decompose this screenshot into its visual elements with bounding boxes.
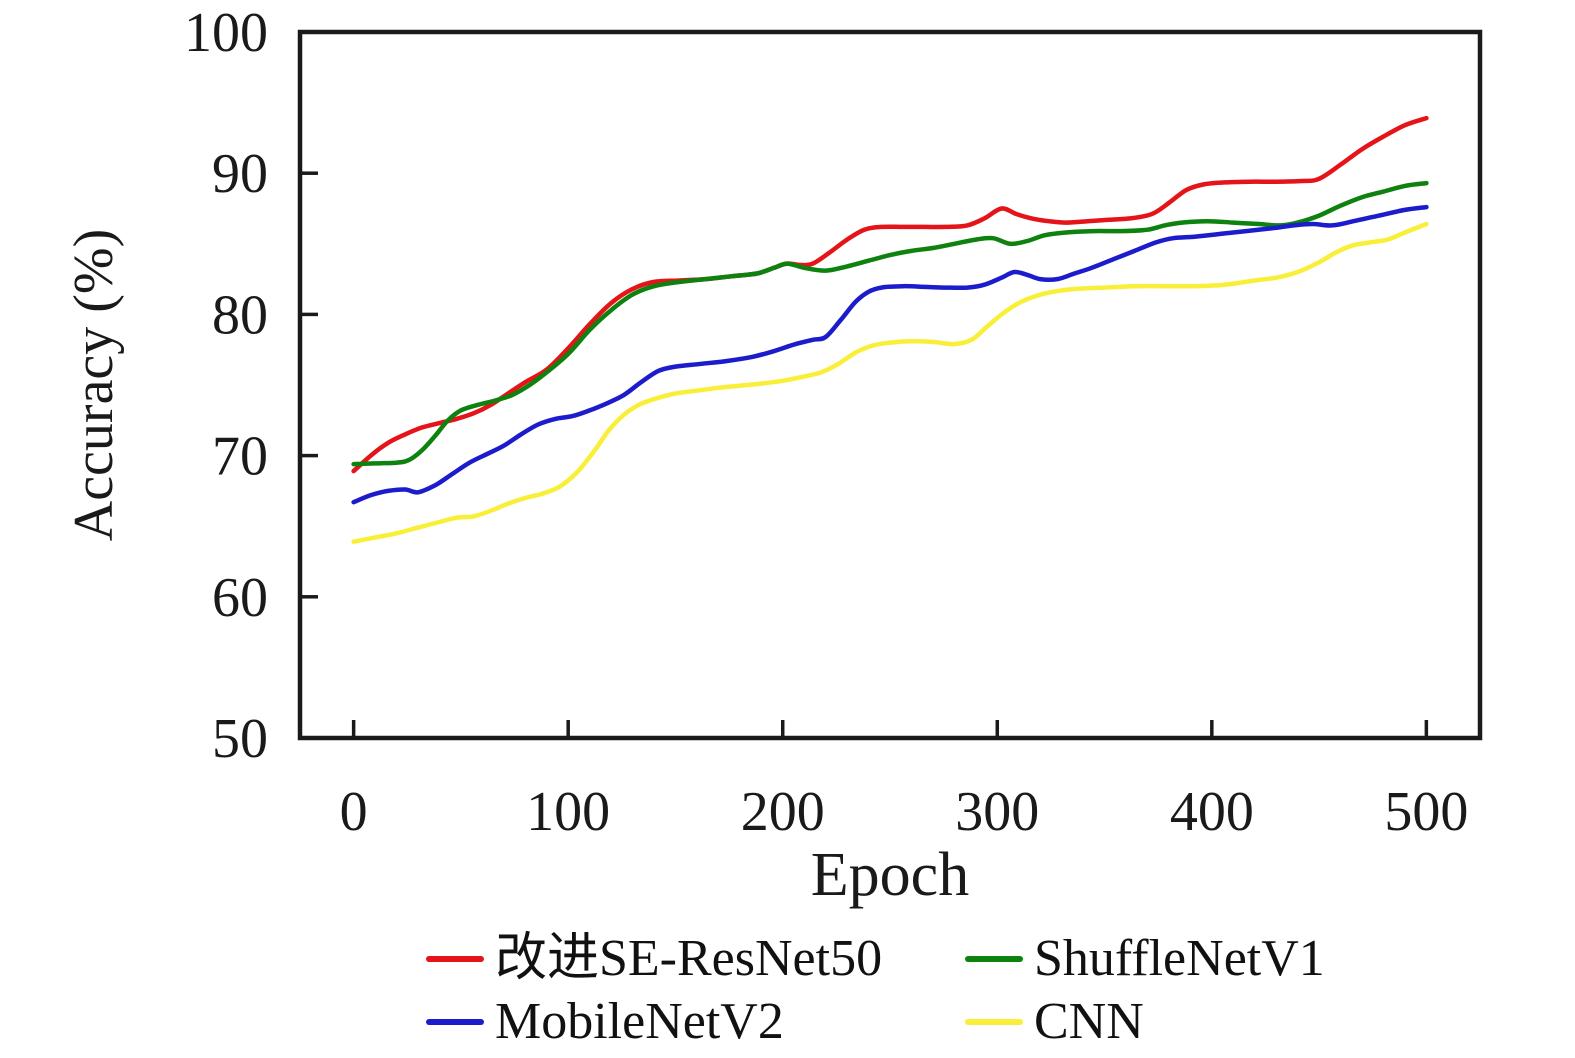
series-line-3: [351, 221, 1429, 544]
series-line-1: [351, 180, 1429, 467]
x-tick-label: 300: [955, 781, 1039, 843]
y-tick-label: 80: [212, 284, 268, 346]
legend-label: 改进SE-ResNet50: [495, 930, 883, 987]
legend-swatch-green-line: [965, 956, 1023, 962]
legend-label: MobileNetV2: [495, 993, 784, 1050]
legend-swatch-blue-line: [426, 1019, 484, 1025]
legend-label: ShuffleNetV1: [1034, 930, 1325, 987]
series-line-0: [351, 115, 1429, 474]
y-tick-label: 100: [184, 2, 268, 64]
x-tick-label: 200: [741, 781, 825, 843]
x-tick-label: 0: [340, 781, 368, 843]
x-tick-label: 400: [1170, 781, 1254, 843]
x-tick-label: 500: [1384, 781, 1468, 843]
y-tick-label: 50: [212, 708, 268, 770]
legend-item-mobilenetv2: MobileNetV2: [426, 993, 784, 1051]
y-tick-label: 90: [212, 143, 268, 205]
legend-swatch-red-line: [426, 956, 484, 962]
plot-border: [297, 29, 1483, 741]
series-line-2: [351, 204, 1429, 505]
legend-item-cnn: CNN: [965, 993, 1144, 1051]
legend-swatch-yellow-line: [965, 1019, 1023, 1025]
legend-label: CNN: [1034, 993, 1144, 1050]
x-tick-label: 100: [526, 781, 610, 843]
plot-area: Accuracy (%) Epoch: [63, 229, 969, 909]
y-tick-label: 60: [212, 567, 268, 629]
y-tick-label: 70: [212, 426, 268, 488]
y-axis-label: Accuracy (%): [63, 229, 125, 541]
legend-item-se-resnet50: 改进SE-ResNet50: [426, 930, 882, 988]
legend-item-shufflenetv1: ShuffleNetV1: [965, 930, 1325, 988]
x-axis-label: Epoch: [811, 841, 969, 909]
